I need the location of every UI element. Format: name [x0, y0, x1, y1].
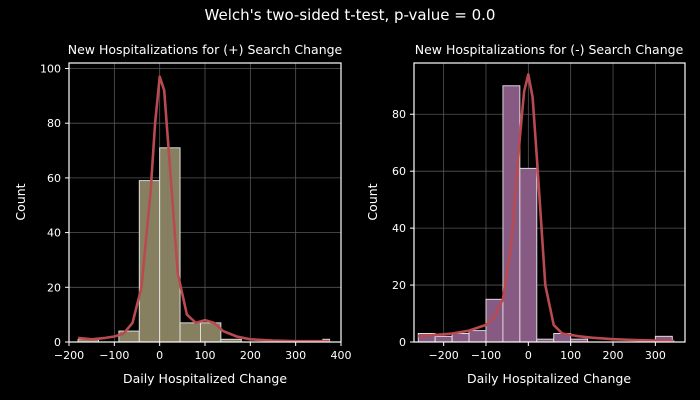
right-panel-title: New Hospitalizations for (-) Search Chan…	[415, 42, 684, 57]
left-y-tick-label: 80	[47, 117, 61, 130]
right-y-tick-label: 20	[392, 279, 406, 292]
right-x-tick-label: 300	[645, 349, 666, 362]
left-y-tick-label: 40	[47, 227, 61, 240]
left-y-tick-label: 100	[40, 62, 61, 75]
right-x-tick-label: 100	[560, 349, 581, 362]
right-x-tick-label: −100	[471, 349, 501, 362]
left-panel-title: New Hospitalizations for (+) Search Chan…	[68, 42, 343, 57]
left-x-axis-label: Daily Hospitalized Change	[123, 371, 287, 386]
right-x-tick-label: 0	[525, 349, 532, 362]
right-histogram-bar	[468, 330, 487, 343]
left-x-tick-label: 300	[285, 349, 306, 362]
right-histogram-bar	[502, 85, 521, 343]
right-y-tick-label: 60	[392, 165, 406, 178]
left-histogram-panel: New Hospitalizations for (+) Search Chan…	[13, 42, 352, 386]
left-x-tick-label: 200	[240, 349, 261, 362]
left-x-tick-label: 100	[195, 349, 216, 362]
left-x-tick-label: 400	[331, 349, 352, 362]
right-y-tick-label: 80	[392, 108, 406, 121]
left-y-tick-label: 0	[54, 336, 61, 349]
left-x-tick-label: −200	[54, 349, 84, 362]
left-x-tick-label: 0	[156, 349, 163, 362]
left-y-axis-label: Count	[13, 183, 28, 220]
right-y-axis-label: Count	[365, 183, 380, 220]
right-histogram-bar	[434, 335, 453, 343]
left-y-tick-label: 60	[47, 172, 61, 185]
right-axes-frame	[413, 62, 686, 343]
right-y-tick-label: 40	[392, 222, 406, 235]
right-x-axis-label: Daily Hospitalized Change	[467, 371, 631, 386]
right-x-tick-label: −200	[429, 349, 459, 362]
right-histogram-bar	[451, 333, 470, 343]
right-histogram-panel: New Hospitalizations for (-) Search Chan…	[365, 42, 686, 386]
left-histogram-bar	[179, 322, 201, 343]
left-histogram-bar	[118, 330, 140, 343]
figure-suptitle: Welch's two-sided t-test, p-value = 0.0	[205, 6, 496, 24]
right-kde-curve	[418, 73, 675, 343]
right-histogram-bar	[519, 167, 538, 343]
left-kde-curve	[77, 75, 330, 343]
right-y-tick-label: 0	[399, 336, 406, 349]
left-x-tick-label: −100	[99, 349, 129, 362]
right-x-tick-label: 200	[603, 349, 624, 362]
left-y-tick-label: 20	[47, 281, 61, 294]
